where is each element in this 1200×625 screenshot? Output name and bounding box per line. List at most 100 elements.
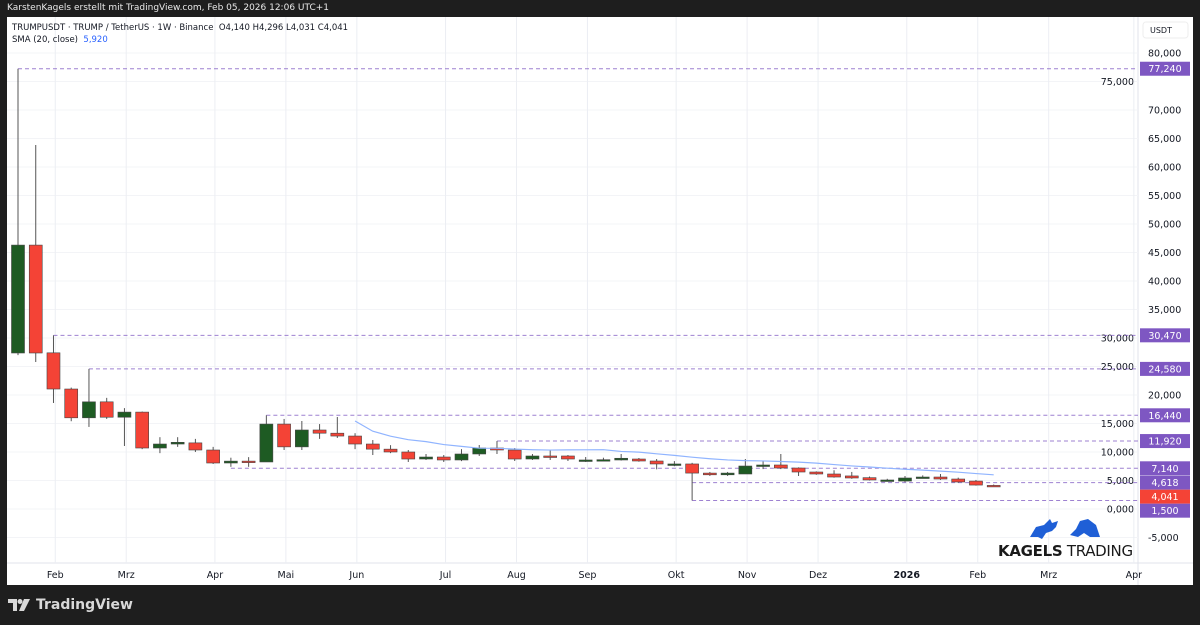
candle-body (969, 480, 983, 486)
level-price-tag-text: 16,440 (1148, 411, 1181, 422)
price-tick-label: 50,000 (1148, 220, 1181, 231)
candle-body (295, 429, 309, 448)
candle-body (703, 472, 717, 476)
level-price-tag (1140, 461, 1190, 476)
candle-body (774, 464, 788, 469)
time-tick-label: 2026 (894, 570, 921, 581)
symbol-info[interactable]: TRUMPUSDT · TRUMP / TetherUS · 1W · Bina… (12, 23, 214, 33)
price-tick-label: 0,000 (1107, 505, 1134, 516)
current-price-tag (1140, 489, 1190, 504)
candle-body (720, 472, 735, 476)
chart-credit: KarstenKagels erstellt mit TradingView.c… (7, 3, 330, 13)
candle-body (578, 459, 593, 462)
bull-bear-icon (1030, 519, 1100, 539)
candle-body (951, 478, 966, 483)
time-tick-label: Jun (348, 570, 364, 581)
candle-body (330, 432, 345, 437)
price-tick-label: 65,000 (1148, 134, 1181, 145)
candle-body (596, 459, 611, 462)
candle-body (224, 460, 238, 464)
time-tick-label: Feb (969, 570, 986, 581)
price-tick-label: -5,000 (1148, 533, 1179, 544)
price-tick-label: 60,000 (1148, 163, 1181, 174)
candle-body (915, 476, 930, 479)
candle-body (99, 401, 114, 418)
sma-value: 5,920 (83, 35, 108, 45)
candle-body (632, 458, 646, 462)
candle-body (383, 448, 398, 453)
time-tick-label: Aug (507, 570, 526, 581)
candle-body (188, 442, 203, 451)
time-tick-label: Nov (738, 570, 757, 581)
level-price-tag-text: 77,240 (1148, 64, 1181, 75)
price-tick-label: 45,000 (1148, 248, 1181, 259)
candle-body (649, 460, 664, 465)
candle-body (933, 476, 948, 480)
level-price-tag (1140, 61, 1190, 76)
candle-body (898, 477, 912, 482)
time-tick-label: Okt (668, 570, 685, 581)
time-tick-label: Mrz (118, 570, 135, 581)
candle-body (312, 429, 327, 434)
sma-line (354, 420, 994, 476)
time-tick-label: Mrz (1040, 570, 1057, 581)
level-price-tag-text: 7,140 (1151, 464, 1178, 475)
time-tick-label: Mai (278, 570, 295, 581)
time-tick-label: Feb (47, 570, 64, 581)
price-tick-label: 55,000 (1148, 191, 1181, 202)
currency-label: USDT (1150, 26, 1172, 35)
candle-body (135, 411, 149, 449)
candle-body (117, 411, 132, 418)
level-price-tag-text: 30,470 (1148, 331, 1181, 342)
candle-body (561, 455, 575, 460)
currency-box (1142, 21, 1189, 39)
candle-body (401, 451, 416, 460)
level-price-tag-text: 4,618 (1151, 478, 1178, 489)
chart-panel[interactable] (7, 17, 1193, 585)
candle-body (543, 455, 558, 458)
candle-body (525, 455, 540, 460)
candle-body (277, 423, 291, 448)
candle-body (685, 463, 699, 474)
candle-body (472, 447, 487, 455)
candle-body (28, 244, 43, 354)
candle-body (153, 443, 167, 449)
logo-name-light: TRADING (1066, 542, 1133, 560)
candle-body (206, 449, 220, 464)
candle-body (64, 388, 79, 419)
tradingview-logo-icon (8, 599, 30, 611)
time-tick-label: Apr (207, 570, 224, 581)
candle-body (827, 473, 841, 478)
level-price-tag (1140, 361, 1190, 376)
sma-indicator-label[interactable]: SMA (20, close) (12, 35, 78, 45)
brand-name: TradingView (36, 597, 133, 613)
level-price-tag (1140, 408, 1190, 423)
level-price-tag (1140, 434, 1190, 449)
candle-body (365, 443, 380, 450)
price-tick-label: 5,000 (1107, 476, 1134, 487)
ohlc-values: O4,140 H4,296 L4,031 C4,041 (218, 23, 349, 33)
level-price-tag-text: 24,580 (1148, 364, 1181, 375)
price-tick-label: 75,000 (1101, 77, 1134, 88)
candle-body (667, 463, 682, 466)
candle-body (259, 423, 274, 463)
candle-body (82, 401, 96, 419)
candle-body (986, 485, 1001, 488)
current-price-tag-text: 4,041 (1151, 492, 1178, 503)
price-tick-label: 10,000 (1101, 448, 1134, 459)
time-tick-label: Jul (439, 570, 451, 581)
candle-body (454, 453, 469, 461)
price-tick-label: 40,000 (1148, 277, 1181, 288)
candle-body (46, 352, 61, 390)
price-tick-label: 15,000 (1101, 419, 1134, 430)
tradingview-brand[interactable]: TradingView (8, 597, 133, 613)
price-tick-label: 25,000 (1101, 362, 1134, 373)
candle-body (241, 460, 256, 463)
candle-body (844, 475, 859, 479)
candle-body (862, 477, 877, 481)
candle-body (419, 456, 433, 460)
time-tick-label: Sep (579, 570, 597, 581)
candle-body (11, 244, 25, 354)
candle-body (170, 442, 185, 445)
